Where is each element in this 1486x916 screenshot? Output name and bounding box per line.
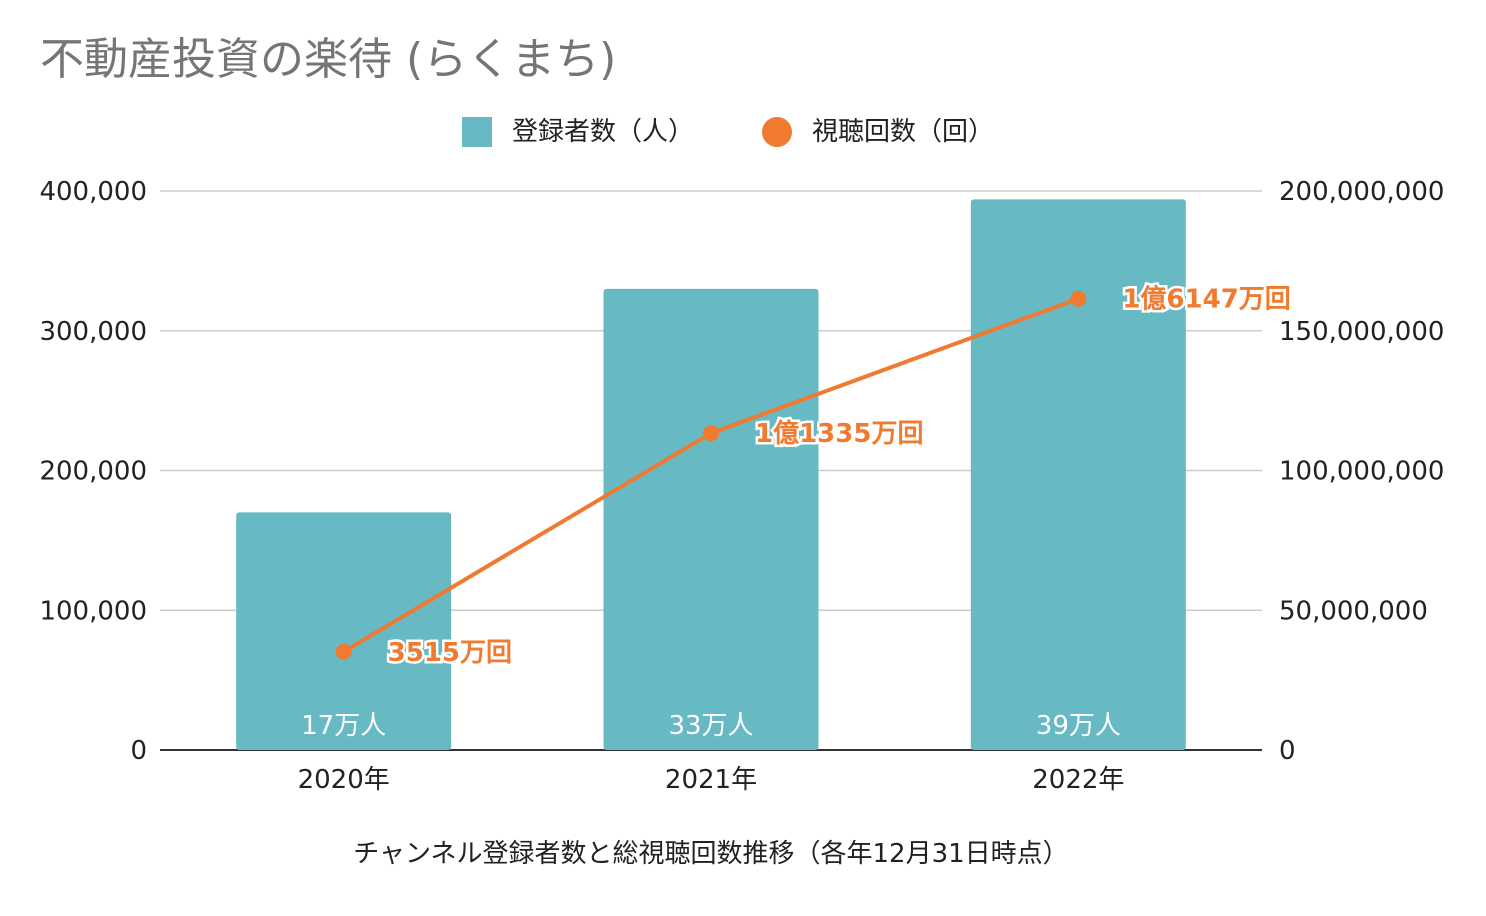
y-left-tick-label: 300,000 [39,317,147,347]
bar-data-label: 39万人 [1036,711,1121,741]
legend-label-line: 視聴回数（回） [812,117,994,147]
legend-swatch-line [762,117,792,147]
y-left-tick-label: 200,000 [39,457,147,487]
y-right-tick-label: 50,000,000 [1279,596,1428,626]
bar-data-label: 33万人 [668,711,753,741]
y-left-tick-label: 0 [130,736,147,766]
y-right-tick-label: 150,000,000 [1279,317,1444,347]
x-tick-label: 2020年 [298,765,390,795]
bar [236,512,452,750]
line-point [1070,290,1087,307]
y-right-tick-label: 0 [1279,736,1296,766]
line-point [335,643,352,660]
bar [970,199,1186,750]
y-right-tick-label: 100,000,000 [1279,457,1444,487]
line-data-label: 3515万回 [388,638,512,668]
bar [603,288,819,750]
legend-swatch-bar [462,117,492,147]
line-data-label: 1億1335万回 [755,419,923,449]
legend-label-bar: 登録者数（人） [512,117,694,147]
y-right-tick-label: 200,000,000 [1279,177,1444,207]
x-tick-label: 2022年 [1032,765,1124,795]
x-axis-title: チャンネル登録者数と総視聴回数推移（各年12月31日時点） [353,839,1068,869]
y-left-tick-label: 100,000 [39,596,147,626]
bar-data-label: 17万人 [301,711,386,741]
y-left-tick-label: 400,000 [39,177,147,207]
chart-title: 不動産投資の楽待 (らくまち) [40,34,616,85]
x-tick-label: 2021年 [665,765,757,795]
legend: 登録者数（人） 視聴回数（回） [462,117,994,147]
line-data-label: 1億6147万回 [1122,285,1290,315]
line-point [703,425,719,442]
